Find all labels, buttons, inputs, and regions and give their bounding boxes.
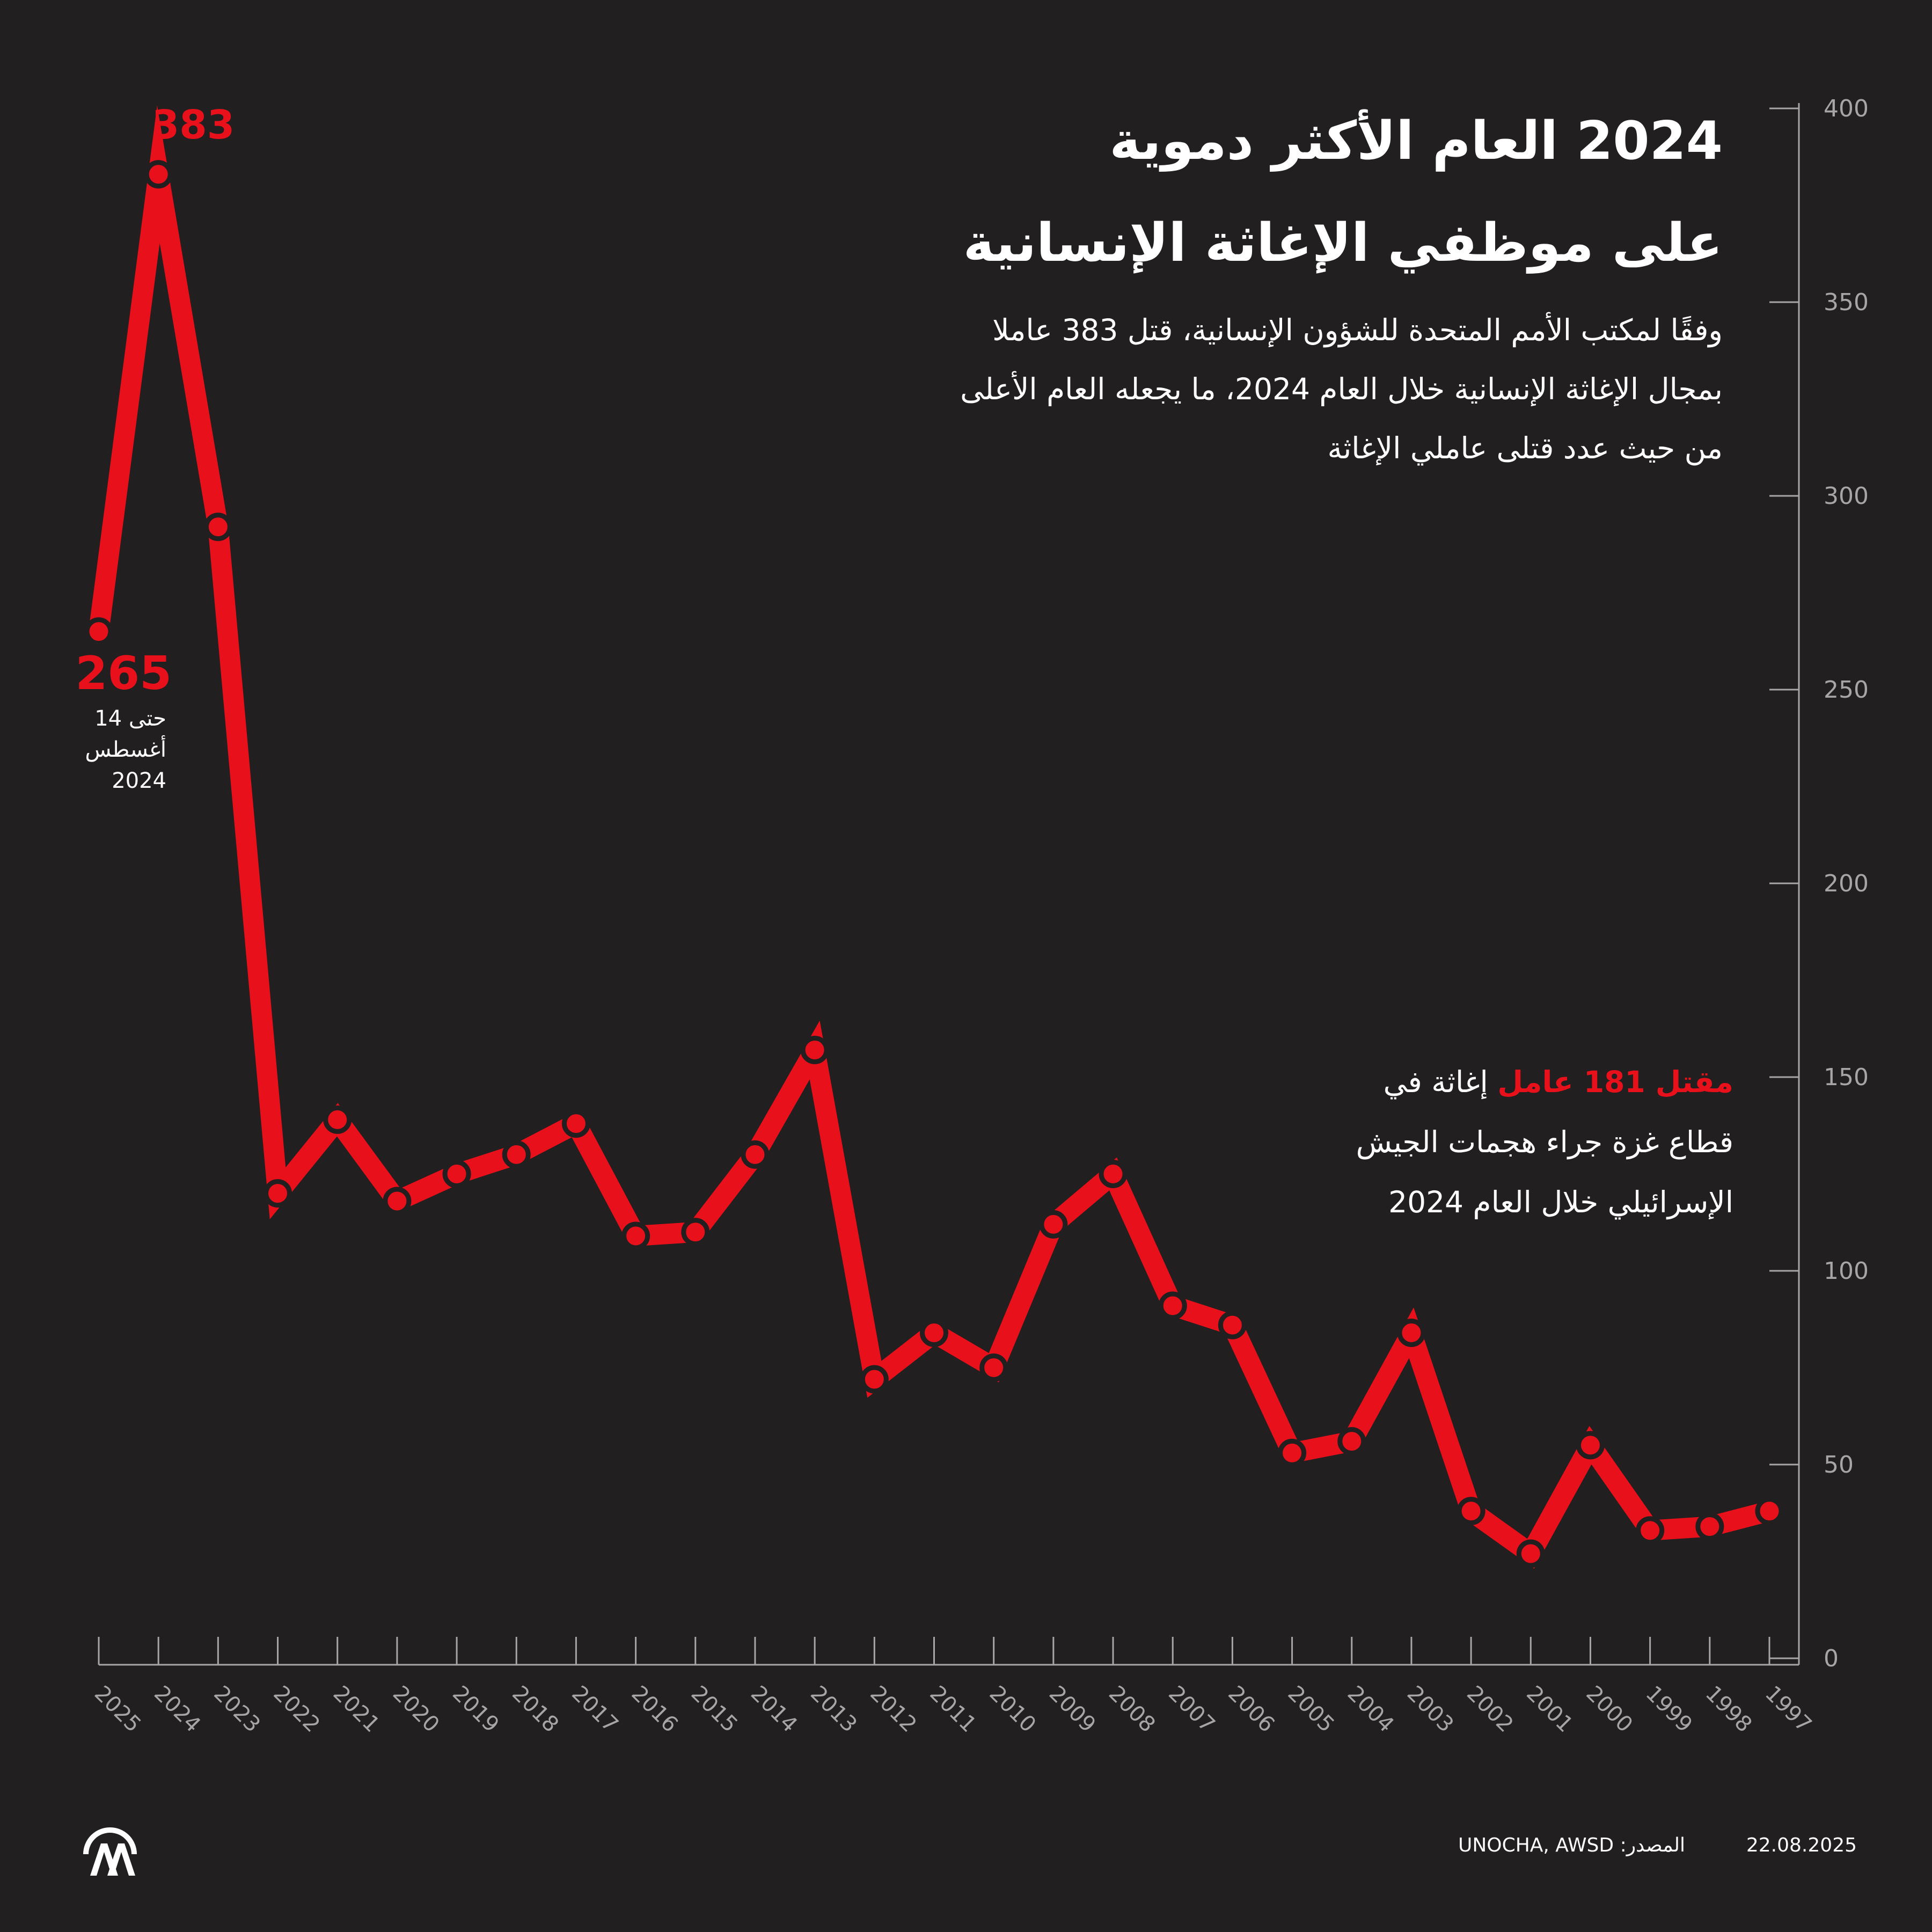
date-text: 22.08.2025 (1746, 1834, 1857, 1856)
x-tick-label-2002: 2002 (1462, 1681, 1518, 1738)
x-tick-label-2016: 2016 (627, 1681, 683, 1738)
data-point-2001 (1516, 1539, 1545, 1568)
data-point-2013 (800, 1035, 829, 1064)
y-tick-label-350: 350 (1824, 289, 1869, 316)
y-tick-label-0: 0 (1824, 1645, 1839, 1672)
last-value-label: 265 (75, 647, 172, 700)
x-tick-label-2001: 2001 (1521, 1681, 1578, 1738)
x-tick-label-2012: 2012 (865, 1681, 921, 1738)
x-tick-label-2017: 2017 (567, 1681, 623, 1738)
subtitle-line-2: بمجال الإغاثة الإنسانية خلال العام 2024،… (960, 372, 1723, 406)
x-tick-label-1997: 1997 (1760, 1681, 1817, 1738)
data-point-2019 (442, 1160, 471, 1188)
annotation-line-2: قطاع غزة جراء هجمات الجيش (1356, 1125, 1733, 1159)
subtitle-line-1: وفقًا لمكتب الأمم المتحدة للشؤون الإنسان… (992, 313, 1723, 347)
title-line-2: على موظفي الإغاثة الإنسانية (963, 213, 1723, 274)
gaza-annotation: مقتل 181 عامل إغاثة في قطاع غزة جراء هجم… (1250, 1052, 1733, 1232)
x-tick-label-2022: 2022 (268, 1681, 325, 1738)
data-point-2016 (621, 1221, 650, 1250)
y-tick-label-250: 250 (1824, 676, 1869, 704)
x-tick-label-2009: 2009 (1044, 1681, 1101, 1738)
y-tick-label-50: 50 (1824, 1451, 1854, 1479)
x-tick-label-2011: 2011 (925, 1681, 981, 1738)
source-text: المصدر: UNOCHA, AWSD (1458, 1834, 1685, 1856)
x-tick-label-2005: 2005 (1283, 1681, 1340, 1738)
annotation-highlight: مقتل 181 عامل (1497, 1065, 1733, 1099)
data-point-2010 (979, 1353, 1008, 1382)
title-line-1: 2024 العام الأكثر دموية (1109, 111, 1723, 172)
data-point-2009 (1039, 1210, 1068, 1239)
x-tick-label-2023: 2023 (209, 1681, 265, 1738)
subtitle-line-3: من حيث عدد قتلى عاملي الإغاثة (1327, 431, 1723, 465)
last-note-line-1: حتى 14 (94, 706, 166, 731)
data-point-2012 (860, 1365, 889, 1394)
x-tick-label-2013: 2013 (806, 1681, 862, 1738)
annotation-line-1-rest: إغاثة في (1383, 1065, 1498, 1099)
data-point-2005 (1278, 1438, 1307, 1467)
aa-logo-icon (83, 1827, 137, 1876)
series-layer (84, 105, 1784, 1569)
x-tick-label-1999: 1999 (1641, 1681, 1697, 1738)
x-tick-label-2025: 2025 (90, 1681, 146, 1738)
data-point-2000 (1576, 1431, 1605, 1460)
data-point-2007 (1158, 1291, 1187, 1320)
x-tick-label-2020: 2020 (388, 1681, 444, 1738)
y-tick-label-200: 200 (1824, 870, 1869, 897)
data-point-2020 (383, 1187, 412, 1216)
data-point-2003 (1397, 1319, 1426, 1348)
y-tick-label-150: 150 (1824, 1064, 1869, 1091)
x-tick-label-2008: 2008 (1104, 1681, 1160, 1738)
annotation-line-1: مقتل 181 عامل إغاثة في (1250, 1052, 1733, 1112)
data-point-2011 (920, 1319, 948, 1348)
chart-subtitle: وفقًا لمكتب الأمم المتحدة للشؤون الإنسان… (810, 301, 1723, 478)
x-tick-label-2003: 2003 (1402, 1681, 1459, 1738)
data-point-2002 (1457, 1497, 1485, 1526)
data-point-2008 (1099, 1160, 1128, 1188)
data-point-2024 (144, 160, 173, 189)
data-point-2022 (264, 1179, 292, 1208)
x-tick-label-2007: 2007 (1163, 1681, 1220, 1738)
x-tick-label-2024: 2024 (149, 1681, 206, 1738)
data-point-2004 (1337, 1427, 1366, 1456)
data-point-1998 (1695, 1512, 1724, 1541)
x-tick-label-2015: 2015 (686, 1681, 743, 1738)
data-point-1999 (1636, 1516, 1665, 1545)
data-point-2025 (84, 617, 113, 646)
x-tick-label-2004: 2004 (1343, 1681, 1399, 1738)
x-tick-label-2006: 2006 (1223, 1681, 1279, 1738)
last-note-line-2: أغسطس (85, 737, 166, 762)
annotation-line-3: الإسرائيلي خلال العام 2024 (1388, 1185, 1733, 1219)
data-point-2006 (1218, 1311, 1247, 1340)
data-point-2023 (203, 513, 232, 541)
x-tick-label-2000: 2000 (1581, 1681, 1637, 1738)
x-tick-label-2021: 2021 (328, 1681, 385, 1738)
x-tick-label-2018: 2018 (507, 1681, 564, 1738)
data-point-2015 (681, 1218, 710, 1247)
data-point-2018 (502, 1140, 531, 1169)
x-tick-label-1998: 1998 (1701, 1681, 1757, 1738)
x-tick-label-2019: 2019 (448, 1681, 504, 1738)
x-tick-label-2014: 2014 (746, 1681, 802, 1738)
data-point-2021 (323, 1105, 352, 1134)
data-point-2017 (561, 1109, 590, 1138)
data-point-2014 (741, 1140, 770, 1169)
x-tick-label-2010: 2010 (985, 1681, 1041, 1738)
peak-value-label: 383 (151, 102, 235, 148)
y-tick-label-400: 400 (1824, 95, 1869, 122)
y-tick-label-300: 300 (1824, 482, 1869, 510)
y-tick-label-100: 100 (1824, 1257, 1869, 1285)
data-point-1997 (1755, 1497, 1784, 1526)
last-note-line-3: 2024 (112, 769, 166, 793)
last-value-note: حتى 14 أغسطس 2024 (59, 703, 166, 796)
chart-title: 2024 العام الأكثر دموية على موظفي الإغاث… (649, 90, 1723, 294)
